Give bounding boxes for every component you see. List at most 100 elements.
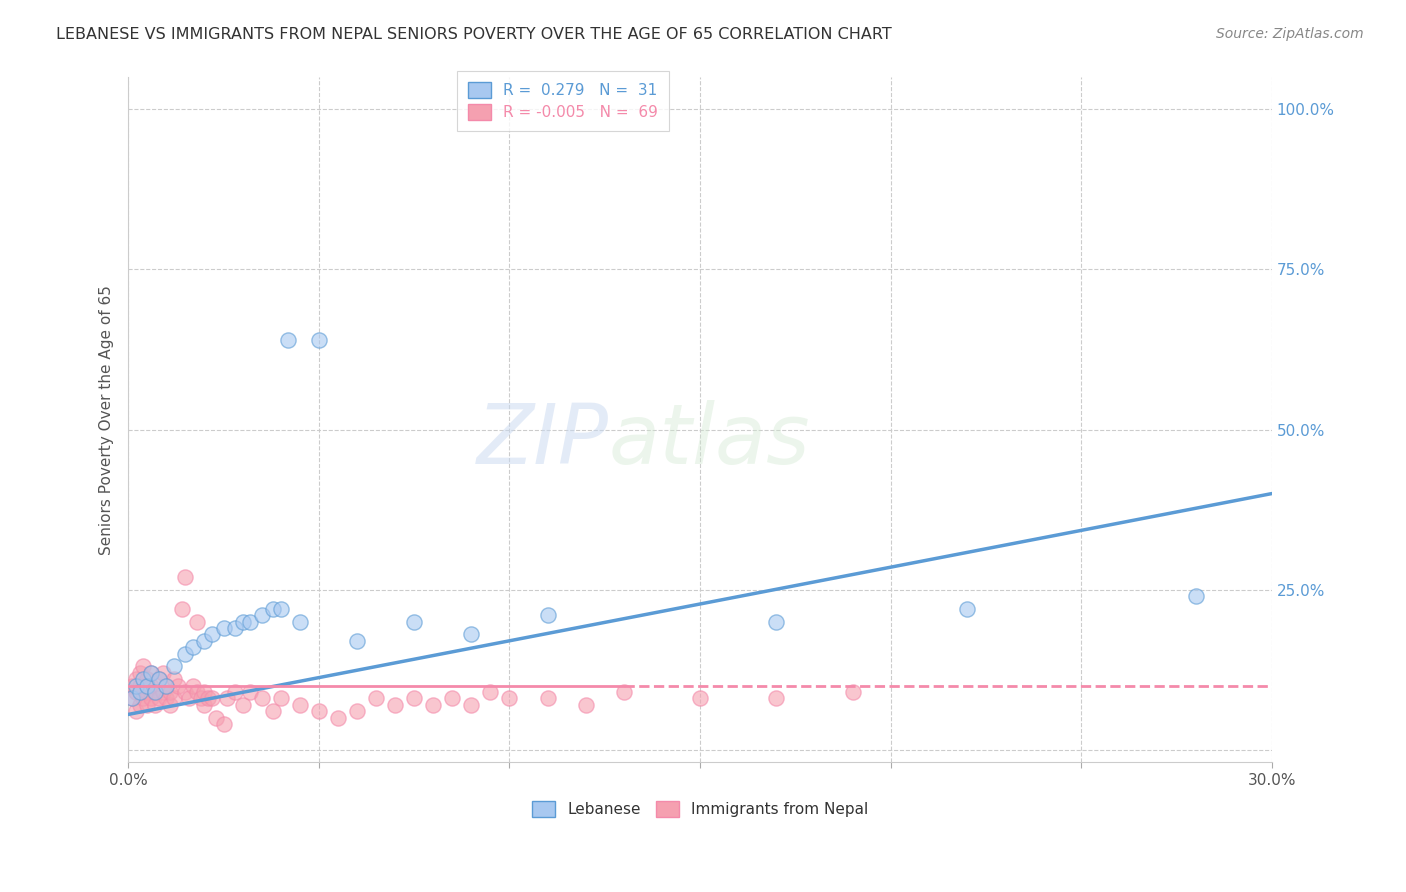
- Point: [143, 698, 166, 712]
- Point: [148, 672, 170, 686]
- Legend: Lebanese, Immigrants from Nepal: Lebanese, Immigrants from Nepal: [526, 795, 875, 823]
- Point: [193, 698, 215, 712]
- Point: [181, 640, 204, 655]
- Point: [346, 704, 368, 718]
- Text: LEBANESE VS IMMIGRANTS FROM NEPAL SENIORS POVERTY OVER THE AGE OF 65 CORRELATION: LEBANESE VS IMMIGRANTS FROM NEPAL SENIOR…: [56, 27, 891, 42]
- Point: [152, 665, 174, 680]
- Point: [128, 665, 150, 680]
- Point: [136, 672, 159, 686]
- Point: [308, 333, 330, 347]
- Text: atlas: atlas: [609, 400, 810, 481]
- Point: [193, 685, 215, 699]
- Point: [179, 691, 201, 706]
- Point: [186, 685, 208, 699]
- Point: [201, 691, 224, 706]
- Point: [277, 333, 299, 347]
- Point: [166, 679, 188, 693]
- Point: [239, 615, 262, 629]
- Point: [139, 679, 162, 693]
- Point: [270, 691, 292, 706]
- Point: [224, 685, 246, 699]
- Point: [197, 691, 219, 706]
- Point: [224, 621, 246, 635]
- Point: [155, 679, 177, 693]
- Point: [163, 672, 186, 686]
- Point: [308, 704, 330, 718]
- Point: [155, 679, 177, 693]
- Point: [132, 691, 155, 706]
- Point: [121, 679, 143, 693]
- Text: Source: ZipAtlas.com: Source: ZipAtlas.com: [1216, 27, 1364, 41]
- Text: ZIP: ZIP: [477, 400, 609, 481]
- Point: [288, 698, 311, 712]
- Point: [956, 602, 979, 616]
- Point: [536, 608, 558, 623]
- Point: [136, 685, 159, 699]
- Point: [174, 647, 197, 661]
- Point: [765, 615, 787, 629]
- Point: [232, 698, 254, 712]
- Point: [193, 633, 215, 648]
- Point: [270, 602, 292, 616]
- Point: [613, 685, 636, 699]
- Point: [205, 711, 228, 725]
- Point: [125, 679, 148, 693]
- Point: [143, 685, 166, 699]
- Point: [139, 691, 162, 706]
- Point: [479, 685, 502, 699]
- Point: [128, 679, 150, 693]
- Point: [132, 672, 155, 686]
- Point: [288, 615, 311, 629]
- Point: [841, 685, 863, 699]
- Point: [148, 672, 170, 686]
- Point: [689, 691, 711, 706]
- Point: [148, 691, 170, 706]
- Point: [163, 659, 186, 673]
- Point: [201, 627, 224, 641]
- Point: [121, 691, 143, 706]
- Point: [143, 685, 166, 699]
- Point: [128, 698, 150, 712]
- Point: [163, 691, 186, 706]
- Point: [326, 711, 349, 725]
- Point: [346, 633, 368, 648]
- Y-axis label: Seniors Poverty Over the Age of 65: Seniors Poverty Over the Age of 65: [100, 285, 114, 555]
- Point: [262, 602, 284, 616]
- Point: [239, 685, 262, 699]
- Point: [404, 691, 426, 706]
- Point: [460, 698, 482, 712]
- Point: [498, 691, 520, 706]
- Point: [174, 570, 197, 584]
- Point: [364, 691, 387, 706]
- Point: [404, 615, 426, 629]
- Point: [159, 698, 181, 712]
- Point: [575, 698, 598, 712]
- Point: [139, 665, 162, 680]
- Point: [128, 685, 150, 699]
- Point: [121, 691, 143, 706]
- Point: [422, 698, 444, 712]
- Point: [174, 685, 197, 699]
- Point: [212, 717, 235, 731]
- Point: [136, 698, 159, 712]
- Point: [1184, 589, 1206, 603]
- Point: [384, 698, 406, 712]
- Point: [125, 704, 148, 718]
- Point: [536, 691, 558, 706]
- Point: [132, 679, 155, 693]
- Point: [250, 691, 273, 706]
- Point: [441, 691, 464, 706]
- Point: [250, 608, 273, 623]
- Point: [155, 691, 177, 706]
- Point: [125, 685, 148, 699]
- Point: [262, 704, 284, 718]
- Point: [181, 679, 204, 693]
- Point: [212, 621, 235, 635]
- Point: [765, 691, 787, 706]
- Point: [125, 672, 148, 686]
- Point: [159, 685, 181, 699]
- Point: [170, 602, 193, 616]
- Point: [186, 615, 208, 629]
- Point: [232, 615, 254, 629]
- Point: [152, 685, 174, 699]
